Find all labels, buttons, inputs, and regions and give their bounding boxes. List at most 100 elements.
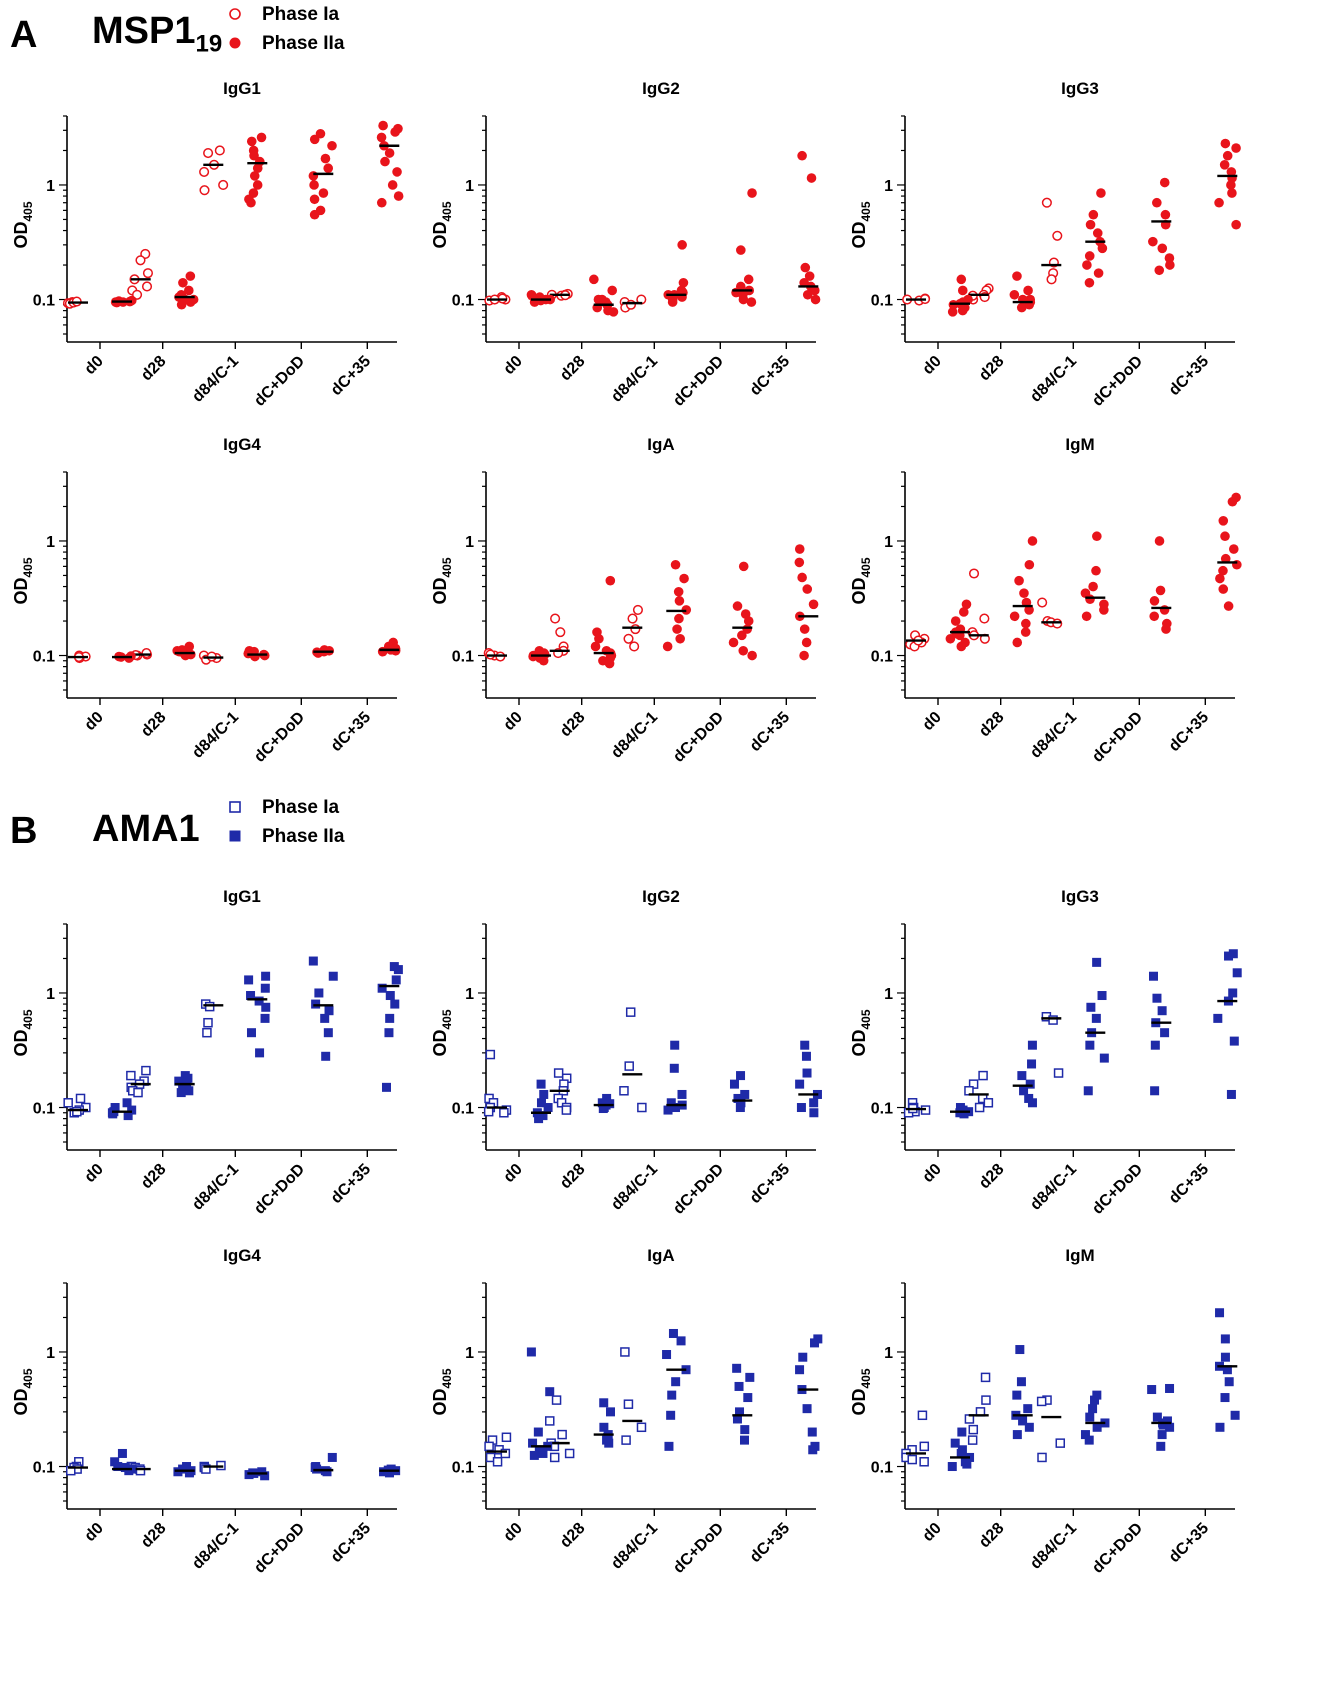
data-point <box>1015 1345 1025 1355</box>
x-tick-label: dC+DoD <box>251 1520 308 1577</box>
data-point <box>799 277 809 288</box>
y-axis-label-main: OD <box>11 1030 31 1057</box>
data-point <box>808 599 819 610</box>
data-point <box>669 1063 679 1073</box>
data-point <box>256 132 267 143</box>
chart-a-iga: IgA OD405 0.1 1 d0 d28 d84/C-1 dC+DoD dC+35 <box>430 435 819 766</box>
data-point <box>675 633 685 644</box>
data-point <box>249 150 259 161</box>
y-axis-label-main: OD <box>849 578 869 605</box>
y-axis-label-subscript: 405 <box>21 1368 35 1388</box>
data-point <box>1150 1086 1160 1096</box>
x-tick-label: dC+DoD <box>670 1520 727 1577</box>
data-point <box>1226 180 1236 190</box>
data-point <box>1012 1390 1022 1400</box>
data-point <box>1021 618 1031 629</box>
data-point <box>1154 536 1165 546</box>
data-point <box>393 191 404 201</box>
data-point <box>75 1093 86 1104</box>
data-point <box>376 197 387 208</box>
data-point <box>203 1017 213 1028</box>
data-point <box>376 132 387 143</box>
y-axis-label-main: OD <box>430 578 450 605</box>
data-point <box>1156 1441 1166 1451</box>
data-point <box>1092 1422 1102 1432</box>
data-point <box>1147 1385 1157 1395</box>
y-axis-label-subscript: 405 <box>440 557 454 577</box>
data-point <box>141 1065 151 1076</box>
x-tick-label: d0 <box>501 1520 526 1545</box>
y-tick-label: 1 <box>465 178 474 195</box>
chart-b-igg3: IgG3 OD405 0.1 1 d0 d28 d84/C-1 dC+DoD dC+35 <box>849 887 1242 1218</box>
data-point <box>501 1432 512 1443</box>
data-point <box>1161 624 1171 634</box>
data-point <box>947 307 958 317</box>
data-point <box>590 641 601 652</box>
x-tick-label: d28 <box>976 353 1008 385</box>
data-point <box>967 1435 978 1445</box>
data-point <box>393 965 403 975</box>
chart-title: IgG1 <box>223 887 261 906</box>
data-point <box>391 975 401 985</box>
data-point <box>545 1416 555 1426</box>
y-axis-label-main: OD <box>430 222 450 249</box>
data-point <box>794 557 805 568</box>
y-tick-label: 0.1 <box>452 1101 474 1118</box>
data-point <box>962 1459 972 1469</box>
data-point <box>1165 1422 1175 1432</box>
data-point <box>795 1365 805 1375</box>
y-tick-label: 1 <box>884 534 893 551</box>
data-point <box>746 297 757 307</box>
data-point <box>1092 531 1102 542</box>
data-point <box>794 544 805 554</box>
data-point <box>322 1467 332 1477</box>
data-point <box>1036 1396 1047 1407</box>
data-point <box>1231 219 1241 230</box>
x-tick-label: dC+DoD <box>1089 709 1146 766</box>
y-axis-label-main: OD <box>849 222 869 249</box>
data-point <box>670 1103 680 1113</box>
data-point <box>1149 596 1160 606</box>
data-point <box>320 153 331 164</box>
y-tick-label: 1 <box>884 178 893 195</box>
x-tick-label: d84/C-1 <box>608 353 661 406</box>
data-point <box>122 1098 132 1108</box>
data-point <box>318 188 329 198</box>
data-point <box>261 971 271 981</box>
data-point <box>956 1448 966 1458</box>
data-point <box>740 1425 750 1435</box>
data-point <box>539 1089 549 1099</box>
data-point <box>536 1098 546 1108</box>
data-point <box>1148 971 1158 981</box>
data-point <box>1084 251 1095 261</box>
data-point <box>1229 1036 1239 1046</box>
data-point <box>214 145 225 156</box>
data-point <box>309 209 320 220</box>
data-point <box>252 163 263 174</box>
data-point <box>1097 991 1107 1001</box>
x-tick-label: dC+35 <box>747 353 793 399</box>
data-point <box>385 991 395 1001</box>
data-point <box>246 991 256 1001</box>
x-tick-label: d28 <box>976 709 1008 741</box>
data-point <box>1227 188 1237 198</box>
data-point <box>184 1468 194 1478</box>
y-tick-label: 0.1 <box>452 1460 474 1477</box>
data-point <box>1027 1040 1037 1050</box>
data-point <box>799 650 809 661</box>
data-point <box>246 1028 256 1038</box>
x-tick-label: d28 <box>557 353 589 385</box>
data-point <box>795 1079 805 1089</box>
data-point <box>1016 302 1027 313</box>
data-point <box>734 1381 744 1391</box>
data-point <box>620 1347 630 1357</box>
y-axis-label-subscript: 405 <box>21 557 35 577</box>
panel-b-antigen-name: AMA1 <box>92 808 200 850</box>
data-point <box>1093 268 1104 278</box>
data-point <box>1150 1040 1160 1050</box>
data-point <box>594 633 604 644</box>
data-point <box>178 277 188 288</box>
data-point <box>553 1068 564 1078</box>
data-point <box>1052 618 1063 629</box>
data-point <box>743 274 754 285</box>
